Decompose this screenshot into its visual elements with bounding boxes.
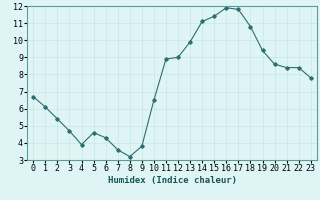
X-axis label: Humidex (Indice chaleur): Humidex (Indice chaleur) [108,176,236,185]
